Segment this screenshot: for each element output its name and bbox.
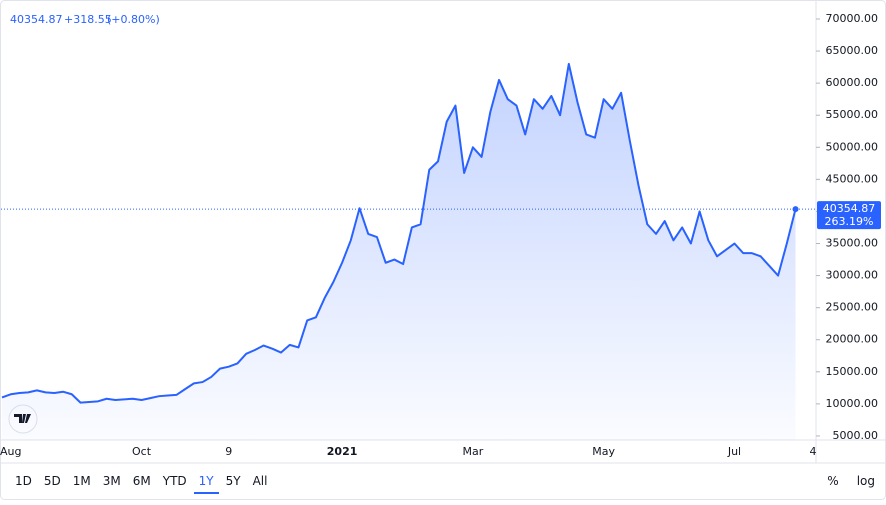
last-change-label: 263.19% — [825, 215, 874, 228]
header-change-pct: (+0.80%) — [107, 13, 160, 26]
y-tick-label: 70000.00 — [826, 12, 879, 25]
y-tick-label: 65000.00 — [826, 44, 879, 57]
toolbar-button[interactable]: 5D — [43, 474, 61, 488]
x-tick-label: 2021 — [327, 445, 358, 458]
y-tick-label: 5000.00 — [833, 429, 879, 442]
x-tick-label: Mar — [462, 445, 483, 458]
toolbar-button[interactable]: 3M — [102, 474, 121, 488]
y-tick-label: 10000.00 — [826, 397, 879, 410]
toolbar-button[interactable]: 1Y — [193, 472, 219, 494]
y-tick-label: 30000.00 — [826, 269, 879, 282]
last-point — [792, 206, 799, 213]
x-tick-label: 9 — [225, 445, 232, 458]
last-price-label: 40354.87 — [823, 202, 876, 215]
y-tick-label: 55000.00 — [826, 108, 879, 121]
x-tick-label: Aug — [0, 445, 21, 458]
area-fill — [2, 63, 796, 440]
toolbar-button[interactable]: 6M — [132, 474, 151, 488]
toolbar-button[interactable]: 1D — [15, 474, 32, 488]
toolbar-button[interactable]: 5Y — [225, 474, 241, 488]
header-price: 40354.87 — [10, 13, 63, 26]
x-tick-label: May — [592, 445, 615, 458]
scale-toolbar: % log — [822, 472, 880, 490]
y-tick-label: 50000.00 — [826, 140, 879, 153]
range-toolbar: 1D 5D 1M 3M 6M YTD 1Y 5Y All — [10, 472, 272, 494]
y-tick-label: 45000.00 — [826, 172, 879, 185]
y-tick-label: 60000.00 — [826, 76, 879, 89]
header-change: +318.55 — [64, 13, 112, 26]
y-tick-label: 25000.00 — [826, 301, 879, 314]
x-tick-label: 4 — [809, 445, 816, 458]
toolbar-button[interactable]: 1M — [72, 474, 91, 488]
last-price-badge — [817, 201, 881, 230]
price-line — [1, 62, 797, 404]
x-tick-label: Oct — [132, 445, 152, 458]
toolbar-button[interactable]: All — [252, 474, 268, 488]
toolbar-button[interactable]: YTD — [162, 474, 187, 488]
y-tick-label: 35000.00 — [826, 237, 879, 250]
toolbar-button[interactable]: log — [856, 474, 875, 488]
toolbar-button[interactable]: % — [827, 474, 839, 488]
x-tick-label: Jul — [727, 445, 741, 458]
y-tick-label: 20000.00 — [826, 333, 879, 346]
y-tick-label: 15000.00 — [826, 365, 879, 378]
